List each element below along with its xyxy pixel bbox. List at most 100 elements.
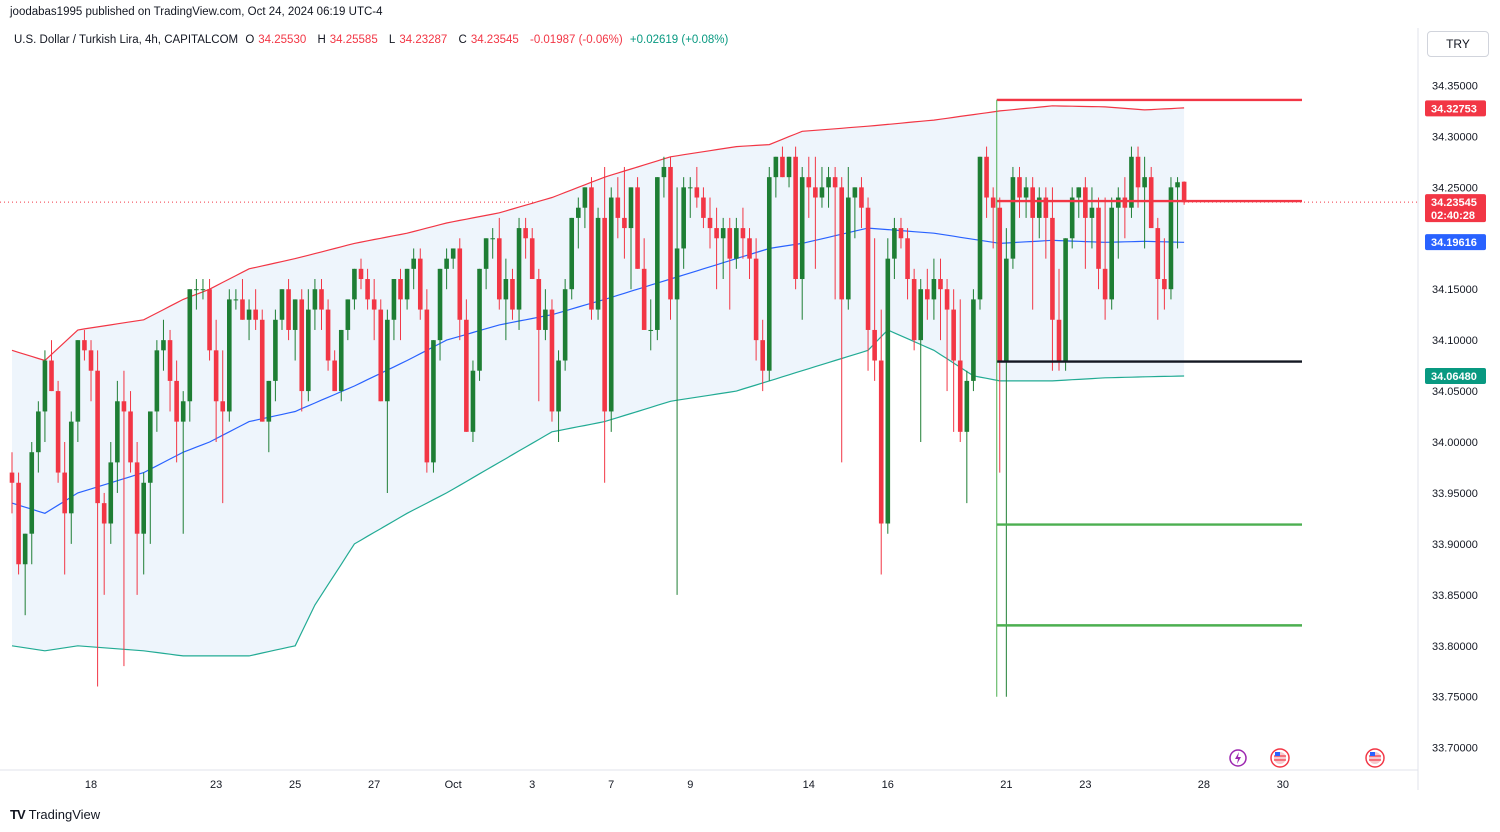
candle bbox=[1148, 166, 1154, 229]
candle bbox=[312, 279, 318, 330]
candle-body bbox=[464, 319, 469, 432]
candle bbox=[1155, 217, 1161, 320]
currency-button[interactable]: TRY bbox=[1427, 31, 1489, 57]
candle-body bbox=[523, 228, 528, 239]
candle bbox=[1063, 238, 1068, 371]
candle bbox=[259, 309, 265, 422]
candle bbox=[167, 329, 173, 412]
candle bbox=[655, 177, 660, 341]
candle-body bbox=[358, 268, 364, 280]
candle-body bbox=[115, 401, 120, 463]
candle bbox=[75, 340, 81, 443]
candle-body bbox=[180, 401, 186, 422]
candle bbox=[832, 166, 838, 300]
candle-body bbox=[681, 187, 686, 249]
candle-body bbox=[938, 279, 943, 290]
candle-body bbox=[984, 156, 989, 198]
candle bbox=[1089, 187, 1095, 249]
candle-body bbox=[345, 299, 351, 330]
candle-body bbox=[892, 228, 897, 259]
candle-body bbox=[108, 462, 114, 524]
candle bbox=[273, 309, 278, 402]
candle bbox=[878, 309, 884, 575]
candle-body bbox=[549, 309, 555, 412]
time-tick-label: 16 bbox=[882, 779, 894, 791]
candle-body bbox=[529, 238, 535, 280]
candle-body bbox=[859, 187, 864, 208]
candle-body bbox=[911, 279, 917, 341]
candle-body bbox=[641, 268, 647, 330]
candle bbox=[1010, 166, 1016, 269]
candle bbox=[101, 492, 107, 595]
candle-body bbox=[668, 166, 673, 300]
candle bbox=[417, 248, 423, 320]
candle bbox=[799, 166, 805, 320]
candle bbox=[108, 442, 114, 544]
candle bbox=[431, 340, 436, 473]
candle bbox=[68, 411, 74, 544]
candle bbox=[490, 228, 496, 259]
candle-body bbox=[839, 187, 845, 300]
candle bbox=[437, 268, 443, 361]
candle bbox=[279, 289, 285, 330]
candle bbox=[813, 156, 818, 269]
candle bbox=[464, 299, 469, 432]
bollinger-lower-line bbox=[11, 329, 1185, 657]
candle-body bbox=[503, 279, 509, 300]
candle-body bbox=[589, 187, 594, 310]
candle-body bbox=[42, 360, 48, 412]
candle-body bbox=[964, 380, 970, 432]
candle-body bbox=[385, 319, 390, 402]
candle-body bbox=[1096, 207, 1101, 269]
candle-body bbox=[391, 279, 397, 320]
price-tick-label: 34.30000 bbox=[1432, 131, 1478, 143]
candle bbox=[352, 268, 357, 310]
candle bbox=[450, 248, 456, 269]
candle-body bbox=[760, 340, 765, 371]
candle bbox=[424, 289, 430, 473]
candle-body bbox=[490, 238, 496, 240]
candle bbox=[753, 238, 759, 361]
drawn-levels[interactable] bbox=[996, 98, 1302, 697]
candle bbox=[793, 146, 798, 290]
us-flag-icon bbox=[1270, 748, 1290, 768]
candle-body bbox=[1115, 197, 1121, 208]
price-tick-label: 34.25000 bbox=[1432, 182, 1478, 194]
candle-body bbox=[1004, 258, 1009, 361]
candle bbox=[49, 340, 54, 392]
candle bbox=[161, 319, 166, 371]
candle bbox=[16, 472, 21, 575]
candle bbox=[898, 217, 904, 249]
legend-low: L 34.23287 bbox=[388, 34, 448, 46]
candle bbox=[292, 299, 298, 361]
candle bbox=[576, 197, 581, 249]
candle bbox=[997, 197, 1003, 473]
candle-body bbox=[325, 309, 331, 361]
candle bbox=[852, 187, 858, 239]
candle bbox=[332, 350, 337, 392]
candle bbox=[648, 299, 654, 351]
event-icons[interactable] bbox=[1229, 748, 1385, 768]
candle-body bbox=[470, 370, 476, 432]
candle bbox=[543, 289, 548, 341]
candle-body bbox=[806, 177, 812, 188]
candle-body bbox=[556, 360, 561, 412]
candle-body bbox=[701, 197, 706, 218]
candle-body bbox=[141, 482, 146, 534]
candle-body bbox=[477, 268, 482, 371]
candle bbox=[1168, 177, 1174, 300]
candle bbox=[925, 268, 930, 320]
candle-body bbox=[608, 197, 614, 412]
candle-body bbox=[576, 207, 581, 218]
candle bbox=[905, 228, 910, 300]
legend-open: O 34.25530 bbox=[245, 34, 307, 46]
candle-body bbox=[1155, 228, 1161, 280]
legend-symbol[interactable]: U.S. Dollar / Turkish Lira, 4h, CAPITALC… bbox=[14, 34, 239, 46]
tradingview-brand[interactable]: TV TradingView bbox=[10, 807, 100, 822]
candle bbox=[220, 350, 226, 504]
price-tag-bg bbox=[1425, 100, 1486, 117]
candle-body bbox=[832, 177, 838, 188]
candle bbox=[549, 299, 555, 422]
candle bbox=[115, 380, 120, 493]
